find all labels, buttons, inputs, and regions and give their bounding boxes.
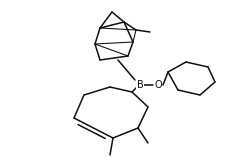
- Text: B: B: [137, 80, 143, 90]
- Text: O: O: [154, 80, 162, 90]
